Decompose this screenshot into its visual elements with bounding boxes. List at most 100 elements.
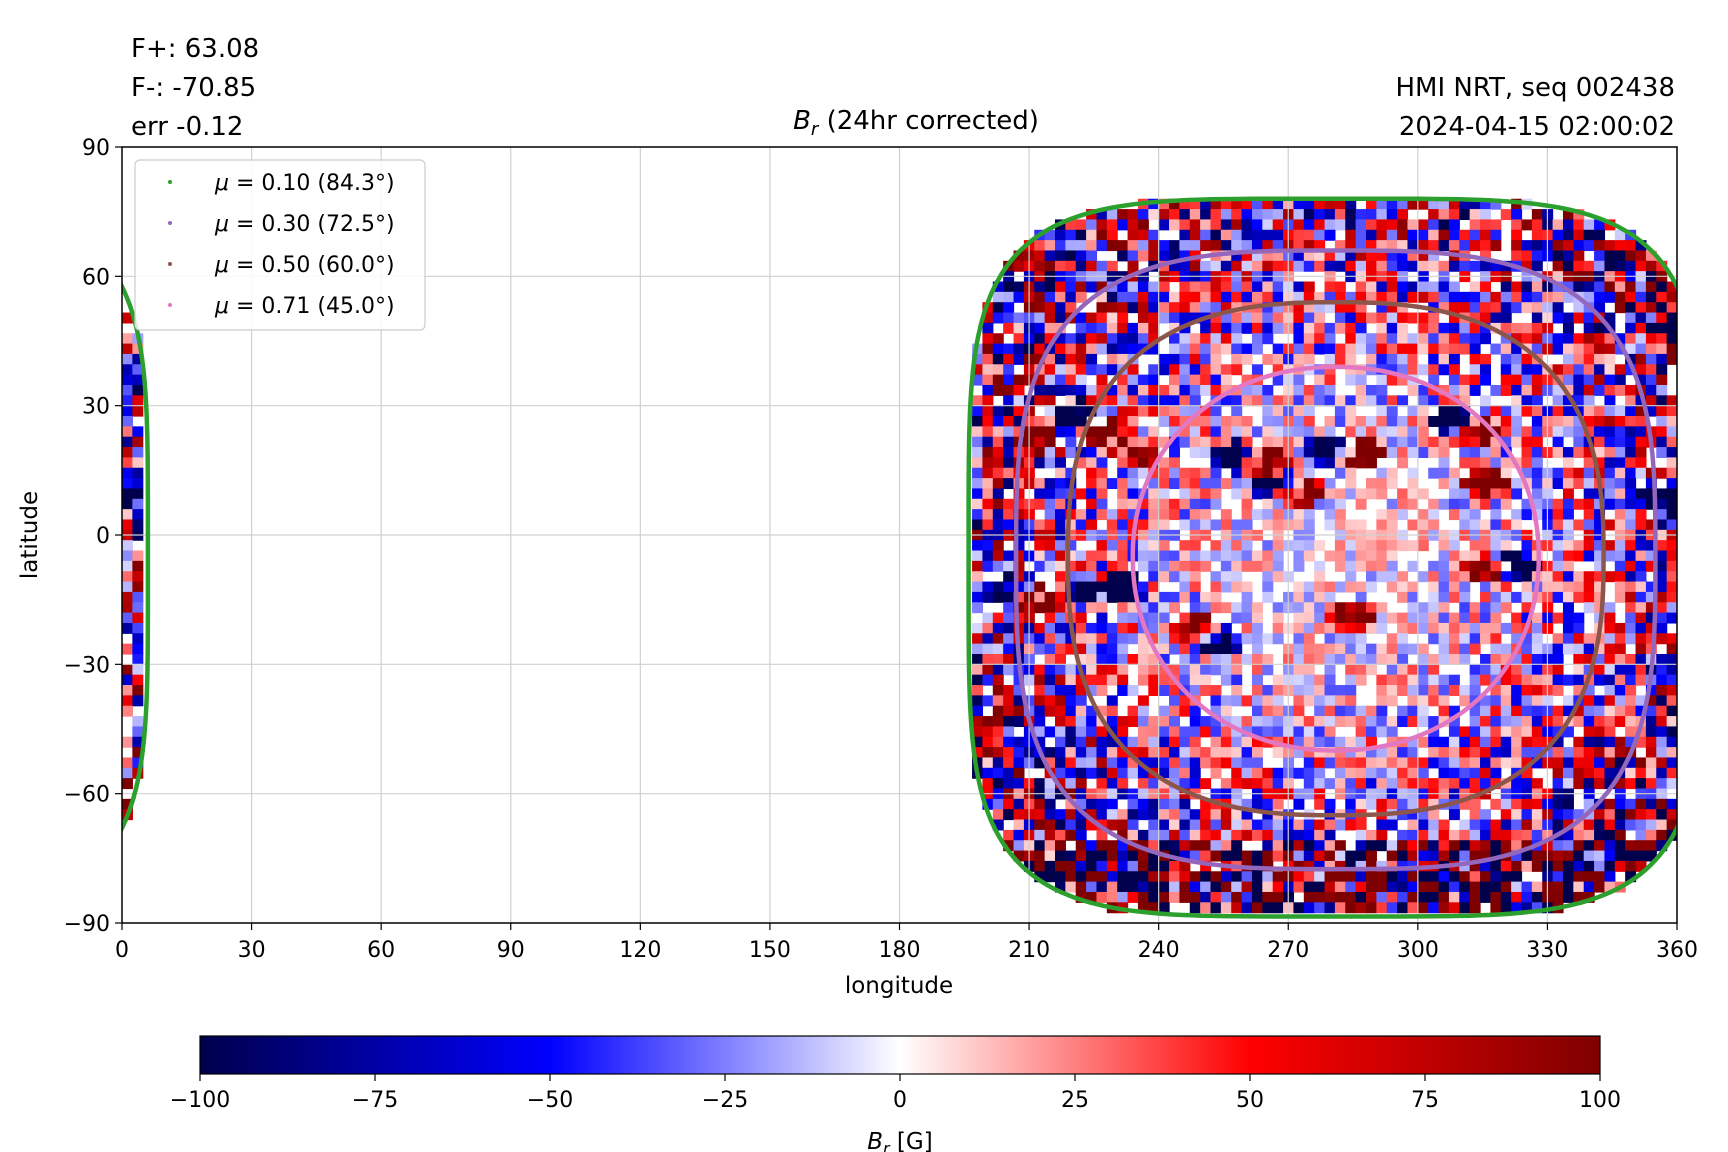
heatmap-cell [1625,488,1637,500]
heatmap-cell [1314,322,1326,334]
heatmap-cell [1345,747,1357,759]
heatmap-cell [1293,416,1305,427]
heatmap-cell [1013,612,1025,624]
heatmap-cell [1148,488,1160,500]
heatmap-cell [1189,519,1201,531]
heatmap-cell [1179,674,1191,686]
heatmap-cell [1169,757,1180,769]
heatmap-cell [1127,447,1139,458]
heatmap-cell [982,581,994,593]
heatmap-cell [1521,747,1533,759]
heatmap-cell [982,322,994,334]
heatmap-cell [1044,747,1056,759]
heatmap-cell [1645,519,1657,531]
heatmap-cell [1303,850,1315,862]
heatmap-cell [1044,250,1056,262]
heatmap-cell [1055,829,1066,841]
heatmap-cell [1117,891,1129,903]
heatmap-cell [1635,860,1647,872]
heatmap-cell [1034,519,1046,531]
heatmap-cell [1293,829,1305,841]
heatmap-cell [1583,591,1595,603]
heatmap-cell [1407,519,1419,531]
heatmap-cell [1521,364,1533,376]
heatmap-cell [1407,767,1419,779]
heatmap-cell [1511,405,1523,417]
heatmap-cell [1417,343,1429,355]
heatmap-cell [1428,333,1440,345]
heatmap-cell [1511,705,1523,717]
heatmap-cell [1127,860,1139,872]
heatmap-cell [1003,829,1015,841]
heatmap-cell [1251,260,1263,272]
heatmap-cell [1314,829,1326,841]
heatmap-cell [1594,705,1606,717]
heatmap-cell [1075,405,1087,417]
heatmap-cell [1345,322,1357,334]
heatmap-cell [1480,850,1491,862]
heatmap-cell [1511,364,1523,376]
heatmap-cell [1044,602,1056,614]
heatmap-cell [1034,798,1046,810]
heatmap-cell [1490,498,1502,510]
heatmap-cell [1044,726,1056,738]
heatmap-cell [1241,322,1253,334]
heatmap-cell [1645,809,1657,821]
heatmap-cell [132,695,144,707]
heatmap-cell [1169,260,1180,272]
heatmap-cell [1677,602,1688,613]
heatmap-cell [1552,819,1564,831]
heatmap-cell [1034,498,1046,510]
heatmap-cell [1562,602,1574,614]
heatmap-cell [1169,747,1180,759]
heatmap-cell [1137,219,1149,231]
heatmap-cell [1013,809,1025,821]
heatmap-cell [1148,395,1160,407]
heatmap-cell [122,664,133,676]
heatmap-cell [1220,457,1232,469]
heatmap-cell [1531,685,1543,696]
heatmap-cell [1158,622,1170,634]
heatmap-cell [1521,219,1533,231]
heatmap-cell [1262,871,1274,883]
heatmap-cell [1314,881,1326,893]
heatmap-cell [1189,809,1201,821]
heatmap-cell [1355,705,1367,717]
heatmap-cell [1189,881,1201,893]
heatmap-cell [1635,405,1647,417]
heatmap-cell [1397,240,1409,252]
heatmap-cell [1003,747,1015,759]
heatmap-cell [1656,374,1668,386]
heatmap-cell [1469,571,1481,583]
heatmap-cell [1614,591,1626,603]
heatmap-cell [1562,767,1574,779]
heatmap-cell [1552,343,1564,355]
heatmap-cell [1645,478,1657,490]
heatmap-cell [1407,467,1419,479]
heatmap-cell [1106,881,1118,893]
heatmap-cell [1459,374,1471,386]
heatmap-cell [1293,312,1305,324]
heatmap-cell [1189,426,1201,438]
heatmap-cell [1459,229,1471,241]
heatmap-cell [1490,260,1502,272]
heatmap-cell [1397,902,1409,914]
heatmap-cell [1604,633,1616,645]
heatmap-cell [1127,467,1139,479]
heatmap-cell [1625,281,1637,293]
heatmap-cell [1376,374,1388,386]
heatmap-cell [1117,219,1129,231]
heatmap-cell [1241,353,1253,365]
heatmap-cell [1531,426,1543,438]
heatmap-cell [1055,281,1066,293]
heatmap-cell [1417,436,1429,448]
heatmap-cell [1231,881,1243,893]
heatmap-cell [1531,716,1543,728]
heatmap-cell [1355,416,1367,427]
heatmap-cell [1366,281,1377,293]
heatmap-cell [1148,653,1160,665]
heatmap-cell [1096,643,1108,655]
heatmap-cell [1220,674,1232,686]
heatmap-cell [1583,353,1595,365]
heatmap-cell [1407,685,1419,696]
